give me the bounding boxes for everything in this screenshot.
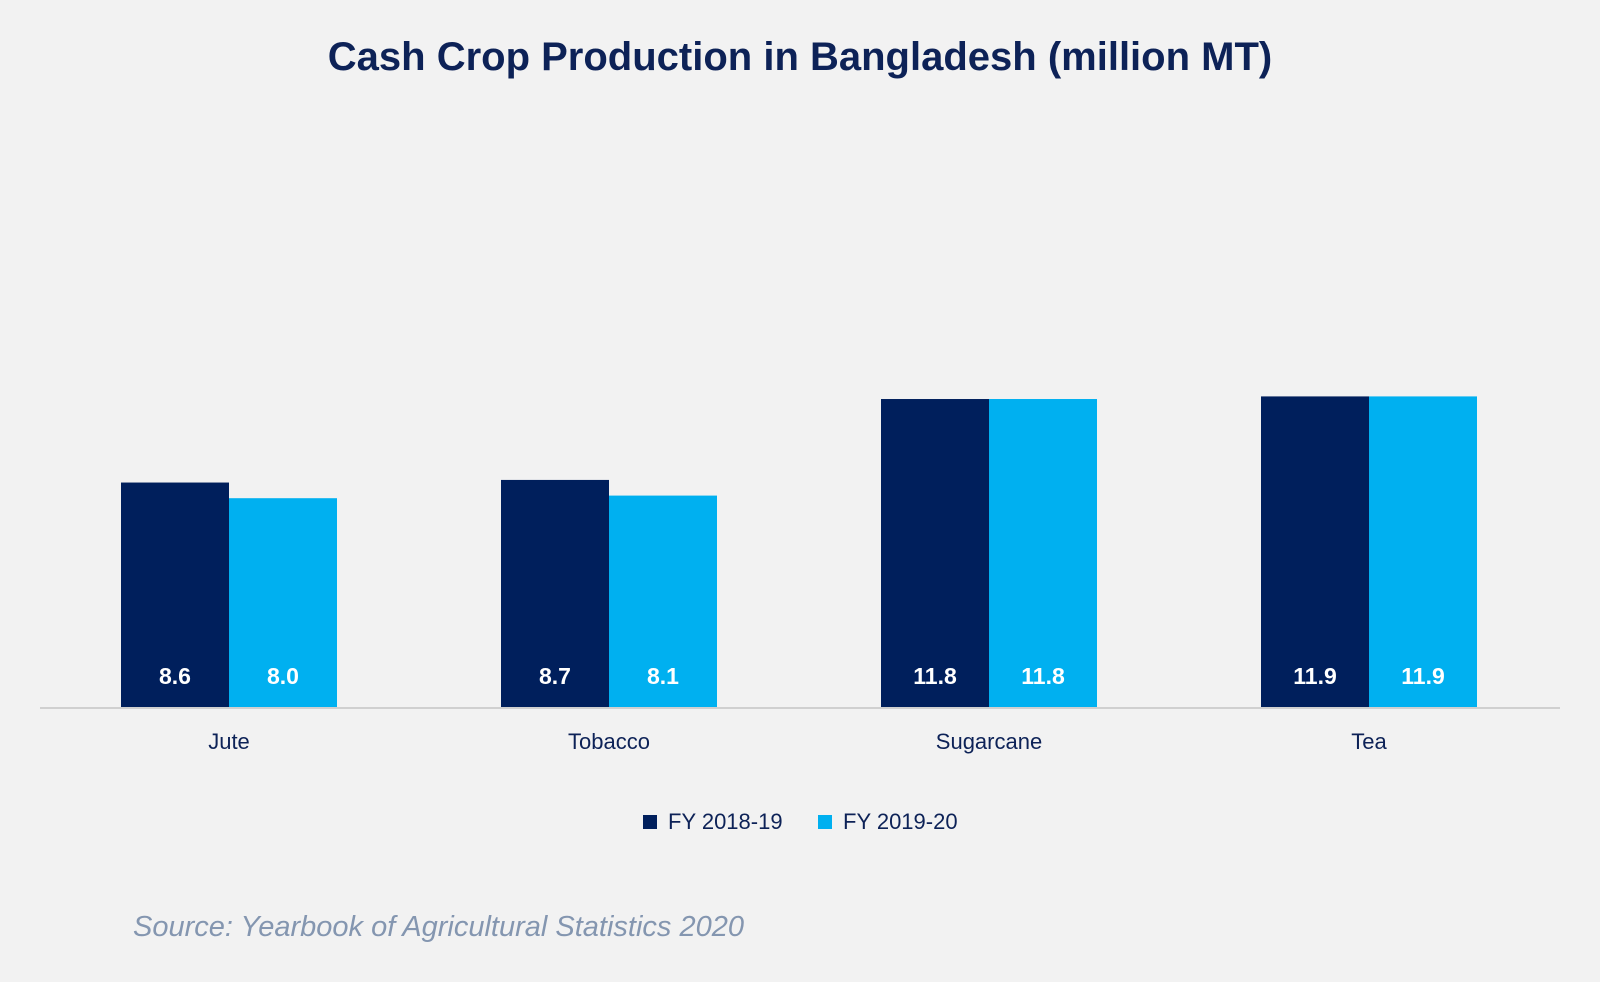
bar-sugarcane-series-1	[881, 399, 989, 707]
category-label-tobacco: Tobacco	[568, 729, 650, 754]
data-label-tea-series-1: 11.9	[1293, 663, 1337, 689]
bar-tea-series-1	[1261, 396, 1369, 707]
source-note: Source: Yearbook of Agricultural Statist…	[133, 911, 744, 943]
legend-swatch-series-1	[643, 815, 657, 829]
data-label-sugarcane-series-2: 11.8	[1021, 663, 1065, 689]
chart-title: Cash Crop Production in Bangladesh (mill…	[328, 35, 1272, 79]
bar-tobacco-series-2	[609, 495, 717, 707]
category-label-jute: Jute	[208, 729, 250, 754]
bar-jute-series-2	[229, 498, 337, 707]
legend-label-series-2: FY 2019-20	[843, 809, 958, 834]
bar-sugarcane-series-2	[989, 399, 1097, 707]
data-label-tea-series-2: 11.9	[1401, 663, 1445, 689]
legend-label-series-1: FY 2018-19	[668, 809, 783, 834]
bar-tea-series-2	[1369, 396, 1477, 707]
legend-swatch-series-2	[818, 815, 832, 829]
bar-tobacco-series-1	[501, 479, 609, 707]
data-label-jute-series-2: 8.0	[267, 663, 299, 689]
data-label-tobacco-series-1: 8.7	[539, 663, 571, 689]
category-label-tea: Tea	[1351, 729, 1387, 754]
bars-layer: 8.6 8.0 8.7 8.1 11.8 11.8 11.9 11.9	[121, 396, 1477, 707]
data-label-sugarcane-series-1: 11.8	[913, 663, 957, 689]
category-labels: Jute Tobacco Sugarcane Tea	[208, 729, 1387, 754]
legend: FY 2018-19 FY 2019-20	[643, 809, 958, 834]
data-label-tobacco-series-2: 8.1	[647, 663, 679, 689]
data-label-jute-series-1: 8.6	[159, 663, 191, 689]
bar-jute-series-1	[121, 482, 229, 707]
category-label-sugarcane: Sugarcane	[936, 729, 1042, 754]
